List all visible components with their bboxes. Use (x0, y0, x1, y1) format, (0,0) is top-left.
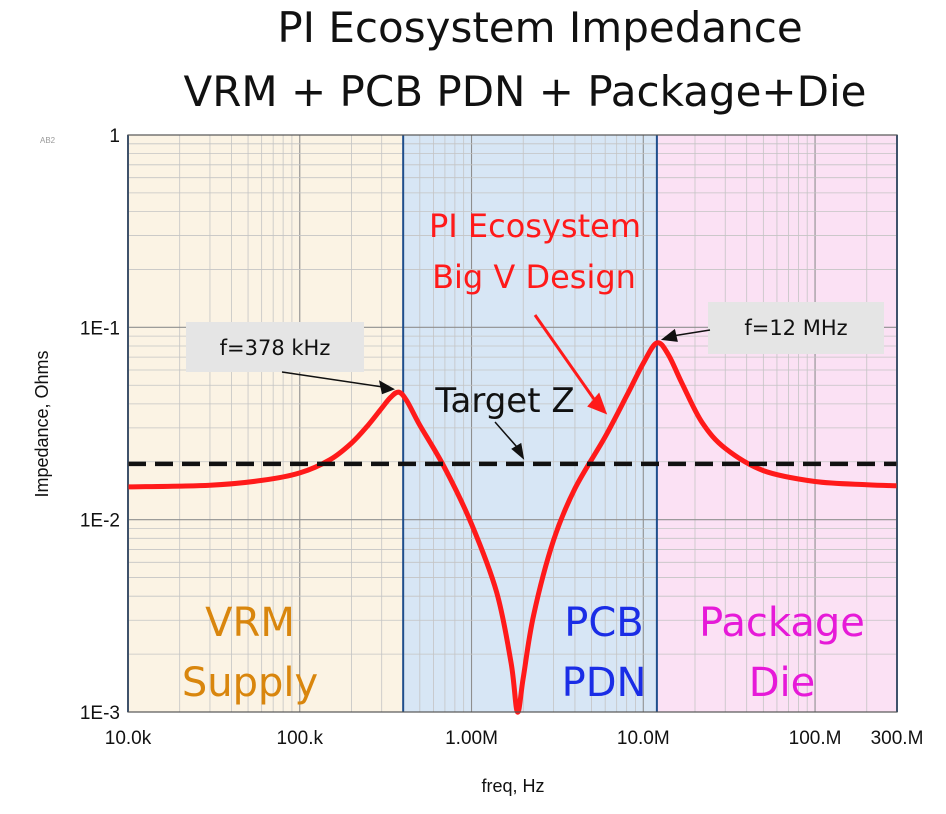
callout-text-vrm: f=378 kHz (220, 336, 331, 360)
region-bg-0 (128, 135, 404, 712)
region-label: Package (699, 600, 865, 646)
chart-subtitle: VRM + PCB PDN + Package+Die (184, 67, 867, 116)
x-tick-label: 100.k (277, 728, 324, 749)
region-label: Supply (182, 660, 318, 706)
axis-ticks: 10.0k 100.k 1.00M 10.0M 100.M 300.M 1 1E-1 1E-2 1… (80, 126, 924, 749)
y-tick-label: 1E-1 (80, 318, 120, 339)
arrow-head-icon (660, 328, 678, 342)
callout-box-vrm (186, 322, 364, 372)
region-label: PCB (564, 600, 644, 646)
x-tick-label: 300.M (871, 728, 924, 749)
plot-border (127, 134, 898, 713)
arrow-head-icon (378, 380, 395, 395)
annotations: f=378 kHz f=12 MHz Target Z PI Ecosystem Big… (186, 207, 884, 460)
arrow-head-icon (587, 392, 608, 415)
x-tick-label: 100.M (789, 728, 842, 749)
x-tick-label: 10.0k (105, 728, 152, 749)
target-z-label: Target Z (434, 381, 574, 421)
arrow-head-icon (511, 442, 525, 460)
region-labels: VRM Supply PCB PDN Package Die (182, 600, 865, 706)
y-tick-label: 1 (109, 126, 120, 147)
y-tick-label: 1E-2 (80, 511, 120, 532)
callout-text-pkg: f=12 MHz (744, 316, 847, 340)
region-label: Die (749, 660, 816, 706)
y-tick-label: 1E-3 (80, 703, 120, 724)
big-v-label-line: PI Ecosystem (429, 207, 641, 245)
x-axis-label: freq, Hz (481, 776, 544, 796)
callout-arrow-vrm (281, 371, 392, 389)
x-tick-label: 1.00M (445, 728, 498, 749)
chart-title: PI Ecosystem Impedance (277, 3, 802, 52)
corner-mark: AB2 (40, 136, 56, 145)
grid-lines (127, 135, 898, 713)
region-label: PDN (562, 660, 647, 706)
callout-box-pkg (708, 302, 884, 354)
x-tick-label: 10.0M (617, 728, 670, 749)
big-v-arrow (533, 314, 601, 408)
big-v-label-line: Big V Design (432, 258, 636, 296)
y-axis-label: Impedance, Ohms (32, 350, 52, 497)
region-label: VRM (205, 600, 295, 646)
